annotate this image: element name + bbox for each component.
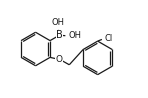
- Text: B: B: [56, 30, 63, 40]
- Text: OH: OH: [52, 18, 65, 27]
- Text: OH: OH: [68, 31, 81, 40]
- Text: Cl: Cl: [104, 34, 112, 43]
- Text: O: O: [56, 55, 62, 64]
